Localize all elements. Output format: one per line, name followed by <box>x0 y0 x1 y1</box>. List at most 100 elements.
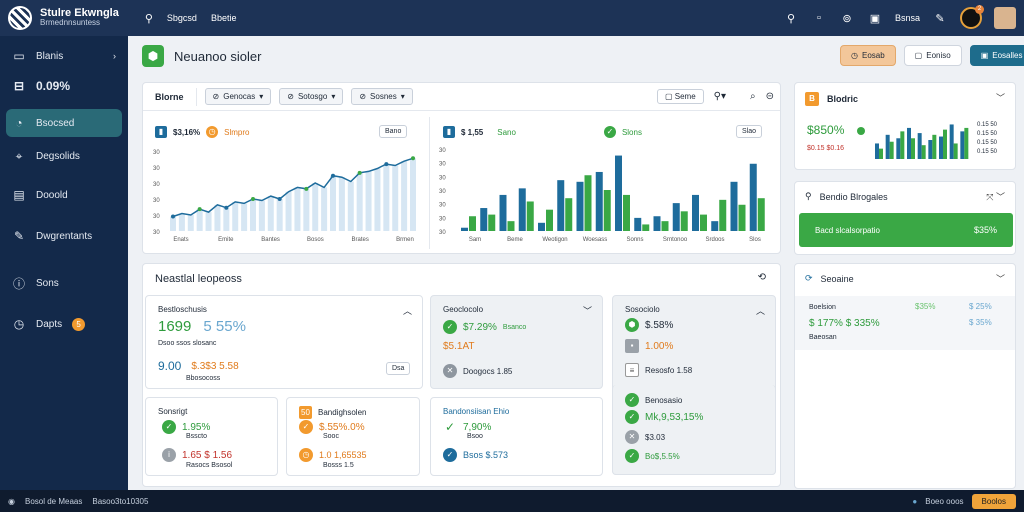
sidebar-item-sons[interactable]: ⓘ Sons <box>6 269 122 297</box>
bar <box>885 134 890 159</box>
bar <box>480 208 488 231</box>
window-icon[interactable]: ▫ <box>817 12 821 24</box>
bar <box>634 217 642 231</box>
avatar[interactable]: 2 <box>960 5 984 29</box>
expand-icon[interactable]: ⤧ ﹀ <box>986 192 1005 202</box>
calendar-icon: ▤ <box>13 188 25 202</box>
chevron-up-icon[interactable]: ︿ <box>755 306 765 316</box>
status-text: Bosol de Meaas <box>24 496 83 506</box>
search-icon[interactable]: ⚲ <box>786 12 796 25</box>
info-icon: ● <box>912 496 918 506</box>
stat-value: Resosfo 1.58 <box>645 365 693 375</box>
bell-icon[interactable]: ⌕ <box>750 91 756 102</box>
stat-title: Benosasio <box>645 395 683 405</box>
bar <box>672 203 680 231</box>
sidebar-item-bsocsed[interactable]: ◔ Bsocsed <box>6 109 122 137</box>
tag-icon: ⌖ <box>15 148 23 163</box>
chart1-pill[interactable]: Bano <box>379 125 408 138</box>
summary-value: $ 25% <box>969 302 992 311</box>
summary-block: Boelsion $35% $ 25% $ 177% $ 335% $ 35% … <box>795 296 1015 350</box>
area-bar <box>374 168 381 231</box>
chevron-down-icon[interactable]: ﹀ <box>995 93 1005 103</box>
clock-icon: ◷ <box>206 126 219 138</box>
charts-card: Blorne ⊘ Genocas ▾ ⊘ Sotosgo ▾ ⊘ Sosnes ▾ ▢ Se… <box>142 82 781 254</box>
filter-select-3[interactable]: ⊘ Sosnes ▾ <box>351 88 413 105</box>
x-tick-label: Weotigon <box>542 237 567 243</box>
area-bar <box>356 172 363 231</box>
refresh-icon[interactable]: ⟲ <box>757 272 766 283</box>
stat-row: 1699 5 55% <box>158 318 246 335</box>
progress-bar[interactable]: Bacd slcalsorpatio $35% <box>799 213 1013 247</box>
filter-select-1[interactable]: ⊘ Genocas ▾ <box>204 88 272 105</box>
bar <box>507 221 515 231</box>
status-button[interactable]: Boolos <box>971 493 1016 509</box>
bar <box>603 190 611 231</box>
y-tick-label: 30 <box>153 198 160 204</box>
chevron-down-icon[interactable]: ﹀ <box>582 306 592 316</box>
sidebar-item-dwgrentants[interactable]: ✎ Dwgrentants <box>6 222 122 250</box>
sidebar-item-rate[interactable]: ⊟ 0.09% <box>6 72 122 100</box>
stat-button[interactable]: Dsa <box>386 362 411 375</box>
record-icon: ◉ <box>8 496 15 506</box>
stat-box-5: 50 Bandighsolen ✓ $.55%.0% Sooc ◷ 1.0 1,655… <box>286 397 420 476</box>
stat-value: Bo$,5.5% <box>645 451 680 461</box>
box-icon: ▪ <box>625 339 639 353</box>
edit-icon[interactable]: ✎ <box>935 12 945 25</box>
sidebar-item-degsolids[interactable]: ⌖ Degsolids <box>6 142 122 170</box>
select-label: Genocas <box>223 92 256 101</box>
search-icon[interactable]: ⚲▾ <box>713 91 726 102</box>
sidebar-item-blanis[interactable]: ▭ Blanis › <box>6 42 122 70</box>
sidebar-item-dapts[interactable]: ◷ Dapts 5 <box>6 310 122 338</box>
chevron-down-icon: ▾ <box>259 92 264 101</box>
tool-button[interactable]: ▢ Seme <box>656 89 704 104</box>
header-button-1[interactable]: ◷ Eosab <box>840 45 896 66</box>
tab-blorne[interactable]: Blorne <box>149 87 197 106</box>
topnav-item[interactable]: Sbgcsd <box>166 13 197 23</box>
check-icon: ✓ <box>443 420 457 434</box>
data-point <box>304 186 309 191</box>
area-bar <box>365 171 372 231</box>
area-bar <box>294 187 301 231</box>
status-dot <box>857 127 865 135</box>
x-tick-label: Enats <box>173 237 188 243</box>
avatar-profile[interactable] <box>994 7 1016 29</box>
y-tick-label: 30 <box>153 150 160 156</box>
bar <box>595 171 603 231</box>
bar <box>700 214 707 231</box>
search-icon[interactable]: ⚲ <box>144 12 153 25</box>
area-bar <box>187 215 194 231</box>
chart2-tag: Sano <box>497 127 516 137</box>
sidebar-item-dooold[interactable]: ▤ Dooold <box>6 181 122 209</box>
chevron-down-icon[interactable]: ﹀ <box>995 274 1005 284</box>
panel-title: Bendio Blrogales <box>819 191 888 202</box>
chart2-pill[interactable]: Slao <box>736 125 763 138</box>
x-tick-label: Slos <box>749 237 761 243</box>
settings-icon[interactable]: ⊚ <box>842 12 852 25</box>
area-bar <box>392 165 399 231</box>
stat-value: 9.00 <box>158 359 182 373</box>
header-button-3[interactable]: ▣ Eosalles <box>969 45 1024 66</box>
top-right-tools: ⚲ ▫ ⊚ ▣ Bsnsa ✎ 2 <box>783 5 1016 29</box>
chevron-up-icon[interactable]: ︿ <box>402 306 412 316</box>
logo[interactable] <box>8 6 32 30</box>
settings-icon[interactable]: ⊝ <box>765 91 774 102</box>
sidebar-item-label: Blanis <box>36 50 64 62</box>
calendar-icon[interactable]: ▣ <box>869 12 881 25</box>
filter-select-2[interactable]: ⊘ Sotosgo ▾ <box>279 88 344 105</box>
sync-icon: ⟳ <box>805 273 813 283</box>
user-label[interactable]: Bsnsa <box>894 13 920 23</box>
legend-entry: 0.15 50 <box>977 140 998 146</box>
bar <box>518 188 526 231</box>
stat-value: 7,90% <box>463 421 492 433</box>
header-button-2[interactable]: ▢ Eoniso <box>903 45 962 66</box>
y-tick-label: 30 <box>439 162 446 168</box>
inbox-icon: ⊟ <box>13 79 25 93</box>
area-bar <box>214 204 221 231</box>
stat-box-6: Bandonsiisan Ehio ✓ 7,90% Bsoo ✓ Bsos $.57… <box>430 397 603 476</box>
topnav-item[interactable]: Bbetie <box>210 13 237 23</box>
filter-icon: ⊘ <box>359 92 367 101</box>
bar <box>653 216 661 231</box>
stat-sub: Bosss 1.5 <box>323 462 354 469</box>
data-point <box>251 197 255 201</box>
data-point <box>331 173 335 178</box>
